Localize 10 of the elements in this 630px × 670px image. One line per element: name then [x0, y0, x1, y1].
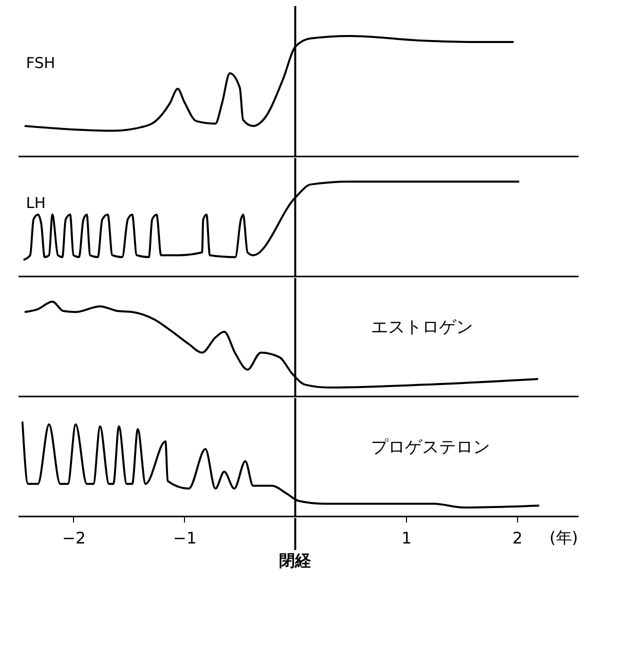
text: プロゲステロン — [370, 438, 490, 458]
text: エストロゲン — [370, 318, 473, 338]
x-tick-label: 2 — [512, 528, 523, 548]
text: FSH — [26, 54, 56, 72]
series-label: LH — [26, 194, 46, 212]
x-tick-label: −1 — [173, 528, 197, 548]
ref-line-label: 閉経 — [279, 551, 312, 570]
x-tick-label: 1 — [402, 528, 412, 548]
x-tick-label: −2 — [62, 528, 86, 548]
x-axis-title: (年) — [550, 528, 578, 547]
